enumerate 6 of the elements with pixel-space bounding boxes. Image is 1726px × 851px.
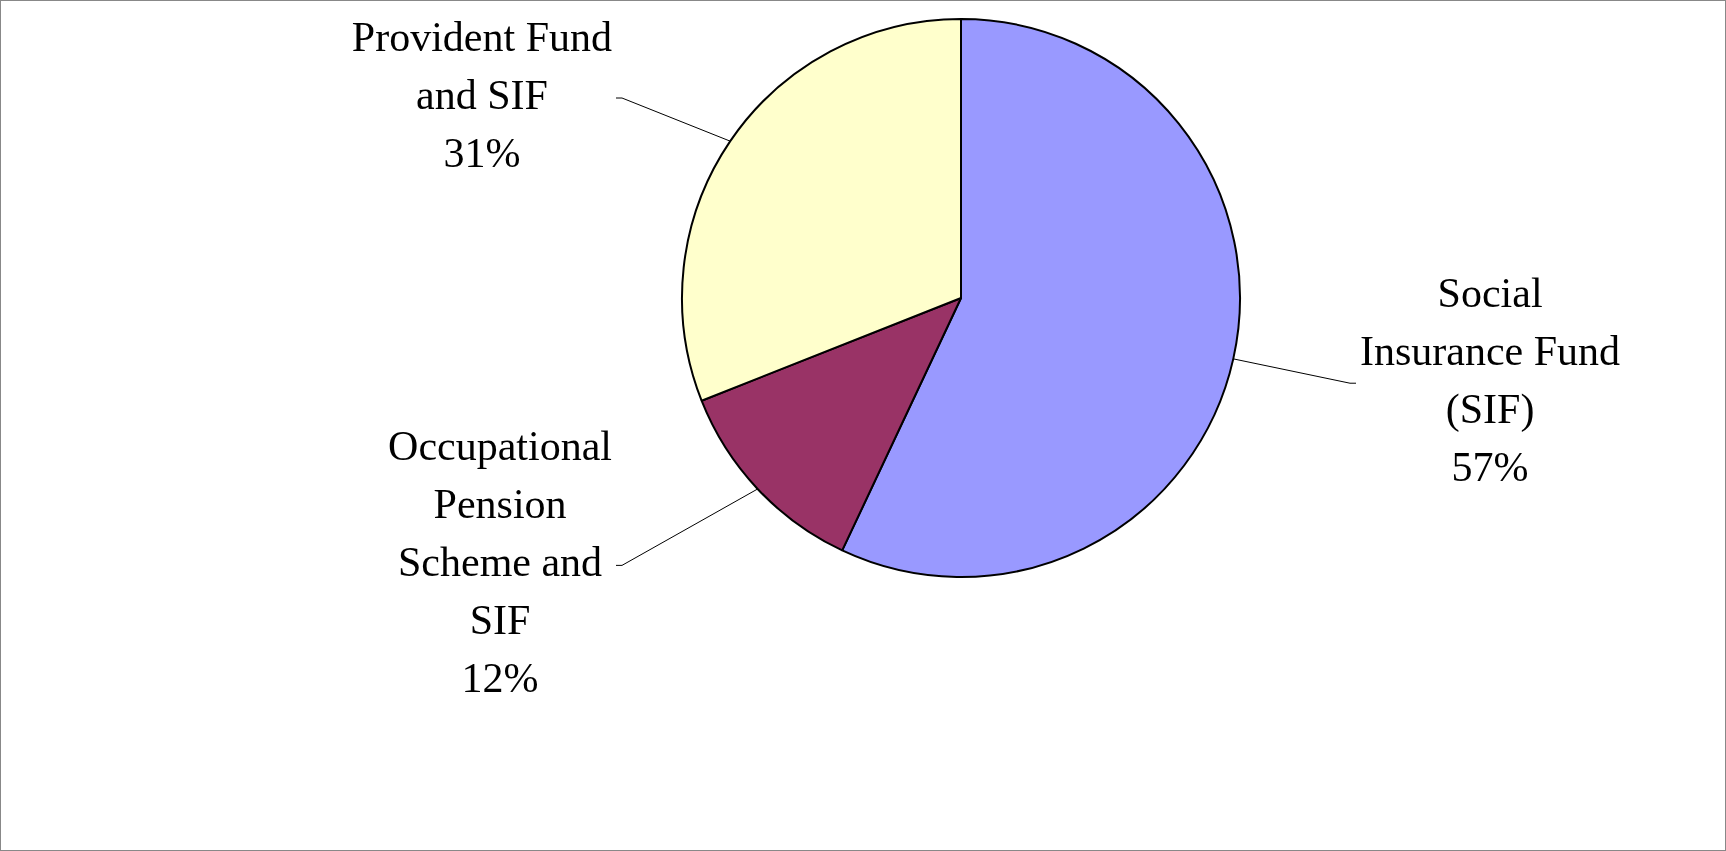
data-label: 57% [1451, 444, 1529, 491]
slice-label: Social Insurance Fund (SIF) [1360, 270, 1621, 434]
slice-label: Provident Fund and SIF [351, 14, 612, 119]
slice-label: Occupational Pension Scheme and SIF [388, 423, 612, 644]
data-label: 12% [461, 655, 539, 702]
data-label: 31% [443, 130, 521, 177]
